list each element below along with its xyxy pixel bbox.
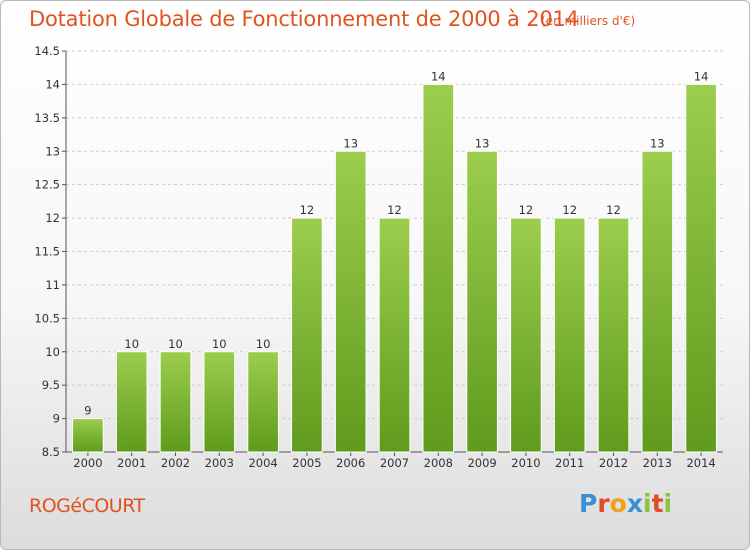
y-tick-label: 11	[45, 278, 60, 292]
y-tick-label: 9.5	[42, 378, 60, 392]
value-label: 14	[431, 69, 446, 83]
bar-2011	[553, 217, 586, 453]
x-tick-label: 2013	[643, 456, 672, 470]
y-tick-label: 11.5	[34, 245, 60, 259]
commune-name: ROGéCOURT	[29, 495, 145, 517]
bar-2012	[597, 217, 630, 453]
chart-subtitle: (en milliers d'€)	[541, 14, 636, 28]
x-tick-label: 2010	[511, 456, 540, 470]
logo-letter-o: o	[609, 489, 627, 518]
bar-2002	[159, 351, 192, 453]
x-tick-label: 2011	[555, 456, 584, 470]
bar-2008	[422, 83, 455, 453]
x-tick-label: 2002	[161, 456, 190, 470]
x-tick-label: 2001	[117, 456, 146, 470]
bars	[72, 83, 717, 453]
logo-letter-x: x	[626, 489, 643, 518]
y-tick-label: 10	[45, 345, 60, 359]
value-label: 12	[606, 203, 621, 217]
bar-2006	[334, 150, 367, 453]
bar-2003	[203, 351, 236, 453]
y-tick-label: 14	[45, 77, 60, 91]
bar-2004	[247, 351, 279, 453]
x-tick-label: 2007	[380, 456, 409, 470]
x-tick-label: 2003	[205, 456, 234, 470]
bar-2013	[641, 150, 674, 453]
logo-letter-i: i	[643, 489, 652, 518]
bar-2009	[466, 150, 498, 453]
x-tick-label: 2014	[686, 456, 715, 470]
chart-title: Dotation Globale de Fonctionnement de 20…	[29, 7, 579, 31]
value-label: 14	[694, 69, 709, 83]
value-label: 13	[343, 136, 358, 150]
value-label: 12	[562, 203, 577, 217]
x-tick-label: 2000	[73, 456, 102, 470]
bar-2001	[115, 351, 148, 453]
value-label: 12	[300, 203, 315, 217]
value-label: 12	[519, 203, 534, 217]
bar-2010	[510, 217, 542, 453]
x-tick-label: 2005	[292, 456, 321, 470]
value-label: 13	[475, 136, 490, 150]
x-tick-label: 2004	[248, 456, 277, 470]
y-tick-label: 10.5	[34, 311, 60, 325]
value-label: 10	[212, 337, 227, 351]
logo-letter-r: r	[597, 489, 610, 518]
x-tick-label: 2009	[467, 456, 496, 470]
bar-2014	[685, 83, 717, 453]
x-tick-label: 2012	[599, 456, 628, 470]
labels: 8.5 9 9.5 10 10.5 11 11.5 12 12.5 13 13.5 14 14.5 9 20…	[34, 44, 715, 470]
logo-letter-t: t	[651, 489, 664, 518]
proxiti-logo[interactable]: Proxiti	[579, 489, 672, 518]
x-tick-label: 2008	[424, 456, 453, 470]
value-label: 13	[650, 136, 665, 150]
logo-letter-i-2: i	[663, 489, 673, 518]
logo-letter-p: P	[579, 489, 598, 518]
bar-2005	[291, 217, 323, 453]
bar-2007	[378, 217, 411, 453]
value-label: 10	[256, 337, 271, 351]
bar-2000	[72, 418, 104, 453]
value-label: 10	[168, 337, 183, 351]
y-tick-label: 8.5	[42, 445, 60, 459]
x-tick-label: 2006	[336, 456, 365, 470]
y-tick-label: 14.5	[34, 44, 60, 58]
y-tick-label: 12	[45, 211, 60, 225]
value-label: 12	[387, 203, 402, 217]
y-tick-label: 9	[53, 412, 60, 426]
y-tick-label: 13.5	[34, 111, 60, 125]
value-label: 9	[84, 404, 91, 418]
value-label: 10	[124, 337, 139, 351]
y-tick-label: 12.5	[34, 178, 60, 192]
y-tick-label: 13	[45, 144, 60, 158]
